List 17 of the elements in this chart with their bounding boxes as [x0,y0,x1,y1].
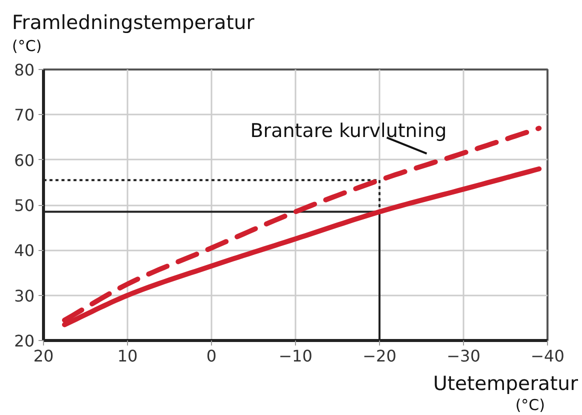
annotation: Brantare kurvlutning [250,120,447,142]
y-tick-label: 50 [14,196,34,215]
x-tick-label: −10 [278,346,312,366]
y-tick-label: 30 [14,286,34,306]
y-tick-label: 60 [14,150,34,170]
y-tick-label: 80 [14,60,34,80]
y-tick-label: 40 [14,241,34,260]
x-tick-label: −20 [362,346,396,366]
x-tick-label: 0 [206,346,217,366]
x-tick-label: 20 [33,346,54,366]
x-tick-label: 10 [117,346,138,366]
y-axis-title: Framledningstemperatur (°C) [11,10,256,57]
x-tick-label: −40 [530,346,564,366]
x-tick-label: −30 [446,346,480,366]
y-tick-label: 70 [14,106,34,125]
x-axis-title: Utetemperatur (°C) [432,372,579,415]
y-tick-label: 20 [14,332,34,350]
